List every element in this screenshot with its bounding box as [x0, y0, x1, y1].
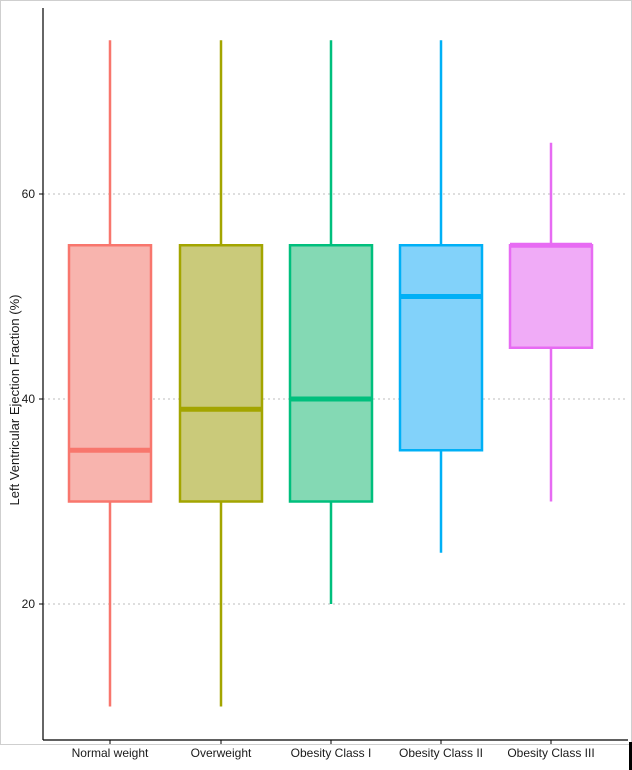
y-tick-label-60: 60: [22, 187, 36, 201]
x-category-label: Overweight: [191, 746, 252, 760]
iqr-box: [508, 244, 594, 349]
iqr-box: [288, 244, 374, 503]
axes: 20 40 60 Normal weight Overweight Obesity Cla…: [22, 8, 628, 760]
box-normal-weight: [67, 40, 153, 707]
y-tick-label-40: 40: [22, 392, 36, 406]
box-obesity-class-i: [288, 40, 374, 604]
x-category-label: Obesity Class III: [507, 746, 594, 760]
x-category-label: Normal weight: [72, 746, 149, 760]
y-tick-label-20: 20: [22, 597, 36, 611]
y-axis-title: Left Ventricular Ejection Fraction (%): [7, 295, 22, 506]
box-overweight: [178, 40, 264, 707]
box-obesity-class-ii: [398, 40, 484, 553]
iqr-box: [398, 244, 484, 452]
x-category-label: Obesity Class II: [399, 746, 483, 760]
iqr-box: [67, 244, 153, 503]
corner-mark: [629, 742, 632, 770]
box-series: [67, 40, 594, 707]
iqr-box: [178, 244, 264, 503]
box-obesity-class-iii: [508, 142, 594, 502]
x-category-label: Obesity Class I: [291, 746, 372, 760]
